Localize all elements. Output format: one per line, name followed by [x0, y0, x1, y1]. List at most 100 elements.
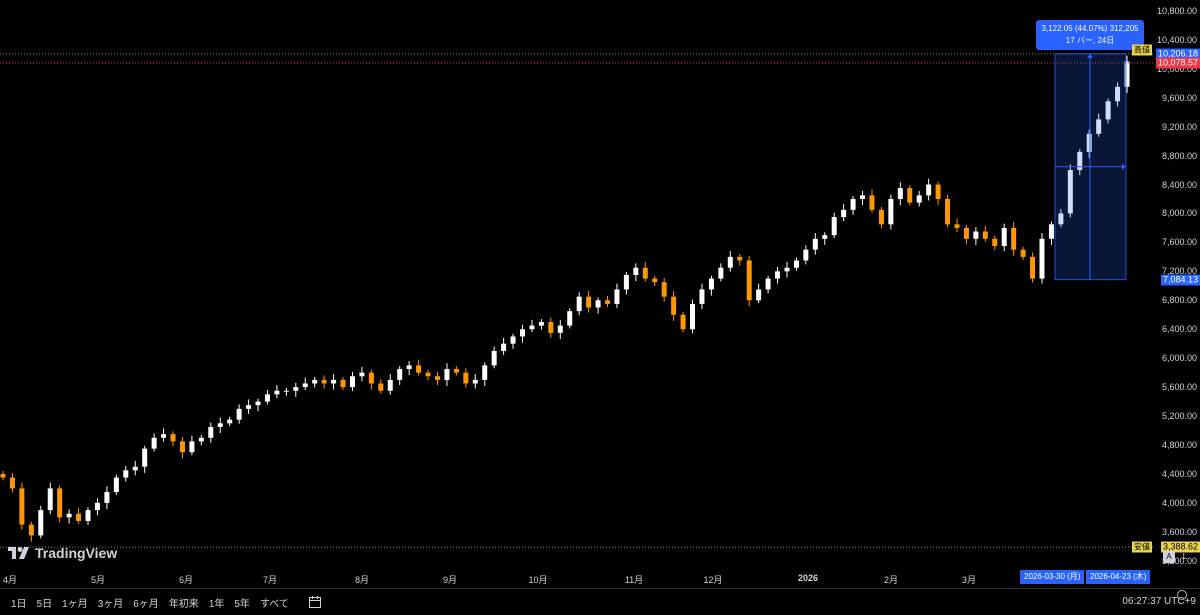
- candle-body: [1096, 119, 1102, 134]
- candle-body: [170, 434, 176, 442]
- candle-body: [387, 379, 393, 391]
- candle-body: [349, 376, 355, 388]
- candle-body: [132, 466, 138, 471]
- y-tick-label: 3,600.00: [1161, 526, 1197, 537]
- candle-body: [340, 379, 346, 388]
- candle-body: [1011, 227, 1017, 250]
- candle-body: [538, 321, 544, 326]
- candle-body: [784, 267, 790, 272]
- range-button[interactable]: 5年: [234, 598, 250, 610]
- y-tick-label: 9,600.00: [1161, 92, 1197, 103]
- candle-body: [567, 311, 573, 326]
- y-tick-label: 10,400.00: [1156, 34, 1197, 45]
- y-tick-label: 6,000.00: [1161, 353, 1197, 364]
- x-tick-label: 2026: [797, 573, 819, 583]
- candle-body: [246, 405, 252, 409]
- chart-area[interactable]: [0, 0, 1154, 568]
- x-tick-label: 2月: [883, 575, 899, 585]
- candle-body: [888, 198, 894, 225]
- range-button[interactable]: すべて: [259, 598, 289, 610]
- candle-body: [935, 184, 941, 199]
- price-axis[interactable]: 10,800.00 10,400.00 10,000.00 9,600.00 9,200…: [1154, 0, 1200, 568]
- high-tag: 高値: [1132, 44, 1152, 56]
- candle-body: [453, 369, 459, 373]
- candle-body: [775, 271, 781, 279]
- candle-body: [501, 343, 507, 351]
- candle-body: [746, 260, 752, 301]
- candle-body: [850, 198, 856, 210]
- y-tick-label: 7,200.00: [1161, 266, 1197, 277]
- candle-body: [945, 198, 951, 225]
- candle-body: [1020, 249, 1026, 257]
- candle-body: [0, 473, 6, 478]
- logo-text: TradingView: [35, 545, 118, 561]
- calendar-goto-icon[interactable]: [308, 595, 322, 609]
- tradingview-logo: TradingView: [8, 545, 117, 561]
- candle-body: [992, 238, 998, 247]
- tradingview-logo-icon: [8, 547, 29, 559]
- candle-body: [378, 383, 384, 391]
- settings-gear-icon[interactable]: [1177, 590, 1187, 600]
- range-button[interactable]: 1ヶ月: [62, 598, 88, 610]
- candle-body: [963, 227, 969, 239]
- measure-tooltip-change: 3,122.05 (44.07%) 312,205: [1041, 24, 1139, 33]
- candle-body: [1030, 256, 1036, 279]
- candle-body: [869, 195, 875, 210]
- candle-body: [623, 274, 629, 290]
- clock[interactable]: 06:27:37 UTC+9: [1122, 596, 1196, 607]
- y-tick-label: 8,400.00: [1161, 179, 1197, 190]
- candle-body: [727, 256, 733, 268]
- candle-body: [179, 441, 185, 453]
- date-range-end: 2026-04-23 (木): [1086, 570, 1151, 584]
- range-button[interactable]: 1日: [11, 598, 27, 610]
- range-low-price-label: 7,084.13: [1160, 274, 1200, 286]
- candle-body: [94, 502, 100, 511]
- candle-body: [907, 188, 913, 203]
- candle-body: [189, 441, 195, 453]
- candle-body: [491, 350, 497, 366]
- y-tick-label: 10,800.00: [1156, 5, 1197, 16]
- candle-body: [1077, 151, 1083, 171]
- y-tick-label: 9,200.00: [1161, 121, 1197, 132]
- range-button[interactable]: 6ヶ月: [133, 598, 159, 610]
- candle-body: [397, 369, 403, 380]
- y-tick-label: 6,800.00: [1161, 295, 1197, 306]
- candle-body: [9, 477, 15, 489]
- candle-body: [47, 488, 53, 511]
- candle-body: [321, 379, 327, 384]
- x-tick-label: 12月: [703, 575, 723, 585]
- candle-body: [425, 372, 431, 377]
- candle-body: [519, 329, 525, 337]
- candle-body: [331, 379, 337, 384]
- y-tick-label: 3,200.00: [1161, 555, 1197, 566]
- candle-body: [85, 510, 91, 521]
- range-button[interactable]: 年初来: [168, 598, 199, 610]
- candle-body: [576, 296, 582, 312]
- candle-body: [463, 372, 469, 384]
- x-tick-label: 7月: [262, 575, 278, 585]
- candle-body: [661, 282, 667, 297]
- candle-body: [1086, 133, 1092, 152]
- range-button[interactable]: 3ヶ月: [97, 598, 124, 610]
- candle-body: [1105, 101, 1111, 120]
- auto-scale-button[interactable]: A: [1163, 551, 1175, 563]
- y-tick-label: 10,000.00: [1156, 63, 1197, 74]
- date-range-start: 2026-03-30 (月): [1020, 570, 1085, 584]
- candle-body: [916, 195, 922, 203]
- candle-body: [557, 325, 563, 333]
- range-button[interactable]: 1年: [208, 598, 225, 610]
- candle-body: [312, 379, 318, 384]
- candle-body: [113, 477, 119, 493]
- candle-body: [38, 510, 44, 536]
- candle-body: [104, 492, 110, 503]
- range-buttons: 1日 5日 1ヶ月 3ヶ月 6ヶ月 年初来 1年 5年 すべて: [0, 595, 294, 610]
- candlestick-chart[interactable]: [0, 0, 1154, 568]
- candle-body: [680, 314, 686, 330]
- range-button[interactable]: 5日: [36, 598, 53, 610]
- candle-body: [708, 278, 714, 290]
- candle-body: [283, 390, 289, 392]
- candle-body: [255, 401, 261, 406]
- log-scale-button[interactable]: L: [1182, 552, 1188, 561]
- candle-body: [605, 300, 611, 304]
- candle-body: [1039, 238, 1045, 279]
